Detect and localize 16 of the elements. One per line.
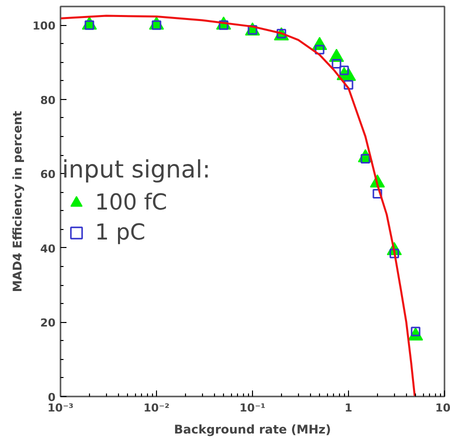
x-tick-label: 10⁻¹: [240, 402, 266, 414]
x-tick-label: 1: [344, 402, 352, 414]
x-tick-label: 10⁻³: [48, 402, 74, 414]
x-tick-label: 10: [435, 402, 450, 414]
legend-title: input signal:: [62, 156, 210, 184]
y-axis-title: MAD4 Efficiency in percent: [10, 110, 25, 292]
y-tick-label: 100: [32, 20, 56, 33]
y-tick-label: 0: [48, 391, 56, 404]
x-tick-label: 10⁻²: [144, 402, 170, 414]
y-tick-label: 40: [40, 242, 56, 256]
y-tick-label: 80: [40, 94, 56, 107]
legend-label: 1 pC: [95, 219, 146, 246]
y-tick-label: 60: [40, 168, 56, 182]
y-tick-label: 20: [40, 316, 56, 330]
legend-label: 100 fC: [95, 189, 168, 216]
x-axis-title: Background rate (MHz): [174, 422, 331, 436]
